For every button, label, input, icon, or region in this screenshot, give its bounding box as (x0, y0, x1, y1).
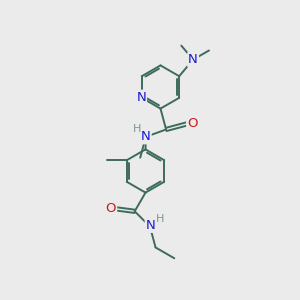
Text: O: O (187, 117, 198, 130)
Text: N: N (188, 53, 198, 66)
Text: N: N (136, 91, 146, 104)
Text: H: H (156, 214, 164, 224)
Text: H: H (133, 124, 142, 134)
Text: N: N (141, 130, 151, 143)
Text: N: N (146, 219, 155, 232)
Text: O: O (106, 202, 116, 215)
